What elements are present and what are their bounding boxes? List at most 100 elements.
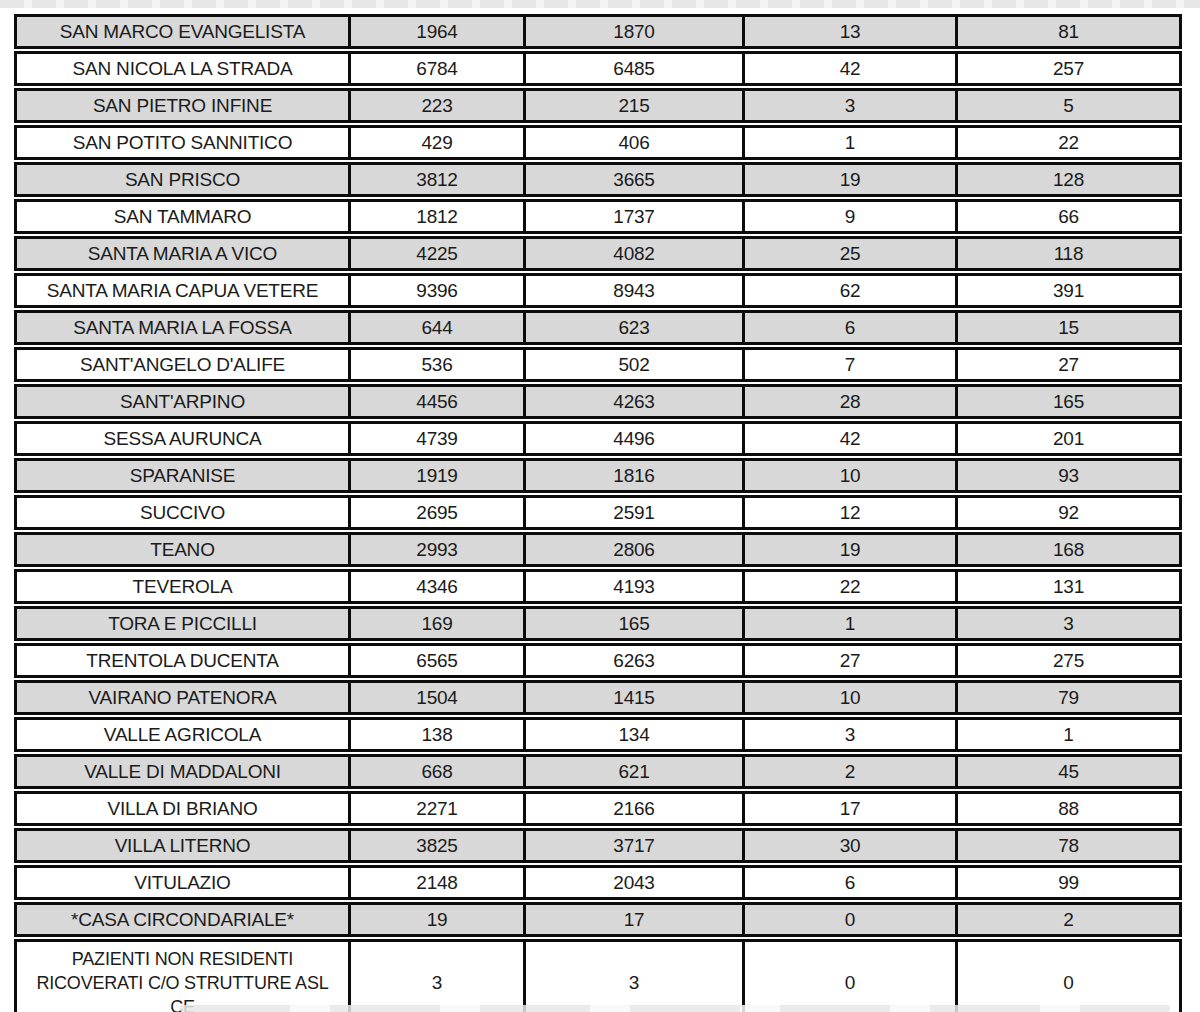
value-cell-col5: 168 xyxy=(958,532,1182,567)
table-row: SAN PIETRO INFINE22321535 xyxy=(14,88,1182,123)
value-cell-col3: 2166 xyxy=(526,791,745,826)
value-cell-col4: 28 xyxy=(745,384,958,419)
row-label-cell: SPARANISE xyxy=(14,458,351,493)
value-cell-col4: 19 xyxy=(745,532,958,567)
value-cell-col5: 275 xyxy=(958,643,1182,678)
row-label-cell: SANTA MARIA LA FOSSA xyxy=(14,310,351,345)
value-cell-col3: 17 xyxy=(526,902,745,937)
value-cell-col2: 4739 xyxy=(351,421,526,456)
value-cell-col2: 1964 xyxy=(351,14,526,49)
value-cell-col5: 93 xyxy=(958,458,1182,493)
value-cell-col2: 668 xyxy=(351,754,526,789)
value-cell-col2: 169 xyxy=(351,606,526,641)
value-cell-col5: 92 xyxy=(958,495,1182,530)
value-cell-col3: 215 xyxy=(526,88,745,123)
table-body: SAN MARCO EVANGELISTA196418701381SAN NIC… xyxy=(14,14,1182,1012)
value-cell-col2: 2148 xyxy=(351,865,526,900)
value-cell-col2: 1919 xyxy=(351,458,526,493)
value-cell-col5: 1 xyxy=(958,717,1182,752)
value-cell-col5: 5 xyxy=(958,88,1182,123)
value-cell-col5: 99 xyxy=(958,865,1182,900)
value-cell-col3: 3717 xyxy=(526,828,745,863)
table-row: SAN NICOLA LA STRADA6784648542257 xyxy=(14,51,1182,86)
value-cell-col3: 502 xyxy=(526,347,745,382)
value-cell-col5: 88 xyxy=(958,791,1182,826)
value-cell-col2: 4346 xyxy=(351,569,526,604)
value-cell-col2: 19 xyxy=(351,902,526,937)
value-cell-col4: 1 xyxy=(745,125,958,160)
table-row: SANTA MARIA LA FOSSA644623615 xyxy=(14,310,1182,345)
row-label-cell: TORA E PICCILLI xyxy=(14,606,351,641)
value-cell-col2: 2271 xyxy=(351,791,526,826)
value-cell-col4: 3 xyxy=(745,717,958,752)
value-cell-col4: 1 xyxy=(745,606,958,641)
value-cell-col2: 429 xyxy=(351,125,526,160)
value-cell-col3: 4193 xyxy=(526,569,745,604)
value-cell-col5: 165 xyxy=(958,384,1182,419)
table-row: SAN POTITO SANNITICO429406122 xyxy=(14,125,1182,160)
row-label-cell: VAIRANO PATENORA xyxy=(14,680,351,715)
value-cell-col3: 621 xyxy=(526,754,745,789)
value-cell-col4: 42 xyxy=(745,421,958,456)
table-row: PAZIENTI NON RESIDENTI RICOVERATI C/O ST… xyxy=(14,939,1182,1012)
row-label-cell: TRENTOLA DUCENTA xyxy=(14,643,351,678)
value-cell-col4: 25 xyxy=(745,236,958,271)
table-row: VILLA DI BRIANO227121661788 xyxy=(14,791,1182,826)
value-cell-col2: 138 xyxy=(351,717,526,752)
value-cell-col3: 134 xyxy=(526,717,745,752)
value-cell-col4: 0 xyxy=(745,939,958,1012)
row-label-cell: SAN PIETRO INFINE xyxy=(14,88,351,123)
value-cell-col2: 3 xyxy=(351,939,526,1012)
value-cell-col2: 6784 xyxy=(351,51,526,86)
value-cell-col5: 81 xyxy=(958,14,1182,49)
value-cell-col3: 8943 xyxy=(526,273,745,308)
row-label-cell: VALLE DI MADDALONI xyxy=(14,754,351,789)
value-cell-col2: 536 xyxy=(351,347,526,382)
value-cell-col5: 257 xyxy=(958,51,1182,86)
value-cell-col5: 78 xyxy=(958,828,1182,863)
value-cell-col3: 2591 xyxy=(526,495,745,530)
value-cell-col5: 131 xyxy=(958,569,1182,604)
value-cell-col3: 4263 xyxy=(526,384,745,419)
value-cell-col4: 7 xyxy=(745,347,958,382)
value-cell-col2: 2695 xyxy=(351,495,526,530)
value-cell-col2: 2993 xyxy=(351,532,526,567)
row-label-cell: TEANO xyxy=(14,532,351,567)
value-cell-col4: 62 xyxy=(745,273,958,308)
value-cell-col4: 12 xyxy=(745,495,958,530)
value-cell-col5: 15 xyxy=(958,310,1182,345)
value-cell-col5: 79 xyxy=(958,680,1182,715)
value-cell-col4: 22 xyxy=(745,569,958,604)
table-row: *CASA CIRCONDARIALE*191702 xyxy=(14,902,1182,937)
table-row: SAN MARCO EVANGELISTA196418701381 xyxy=(14,14,1182,49)
value-cell-col4: 0 xyxy=(745,902,958,937)
value-cell-col3: 1737 xyxy=(526,199,745,234)
value-cell-col3: 623 xyxy=(526,310,745,345)
document-page: SAN MARCO EVANGELISTA196418701381SAN NIC… xyxy=(0,0,1200,1012)
value-cell-col4: 30 xyxy=(745,828,958,863)
table-row: SUCCIVO269525911292 xyxy=(14,495,1182,530)
row-label-cell: SESSA AURUNCA xyxy=(14,421,351,456)
row-label-cell: *CASA CIRCONDARIALE* xyxy=(14,902,351,937)
row-label-cell: SANT'ARPINO xyxy=(14,384,351,419)
value-cell-col3: 1415 xyxy=(526,680,745,715)
value-cell-col4: 10 xyxy=(745,680,958,715)
value-cell-col3: 1870 xyxy=(526,14,745,49)
table-row: VAIRANO PATENORA150414151079 xyxy=(14,680,1182,715)
value-cell-col2: 1812 xyxy=(351,199,526,234)
table-row: SPARANISE191918161093 xyxy=(14,458,1182,493)
table-row: TEANO2993280619168 xyxy=(14,532,1182,567)
table-row: VITULAZIO21482043699 xyxy=(14,865,1182,900)
row-label-cell: TEVEROLA xyxy=(14,569,351,604)
row-label-cell: VALLE AGRICOLA xyxy=(14,717,351,752)
table-row: SAN PRISCO3812366519128 xyxy=(14,162,1182,197)
value-cell-col5: 128 xyxy=(958,162,1182,197)
table-row: SANTA MARIA A VICO4225408225118 xyxy=(14,236,1182,271)
value-cell-col4: 13 xyxy=(745,14,958,49)
table-row: SESSA AURUNCA4739449642201 xyxy=(14,421,1182,456)
value-cell-col3: 4082 xyxy=(526,236,745,271)
row-label-cell: SAN POTITO SANNITICO xyxy=(14,125,351,160)
value-cell-col2: 644 xyxy=(351,310,526,345)
value-cell-col5: 66 xyxy=(958,199,1182,234)
row-label-cell: SAN PRISCO xyxy=(14,162,351,197)
